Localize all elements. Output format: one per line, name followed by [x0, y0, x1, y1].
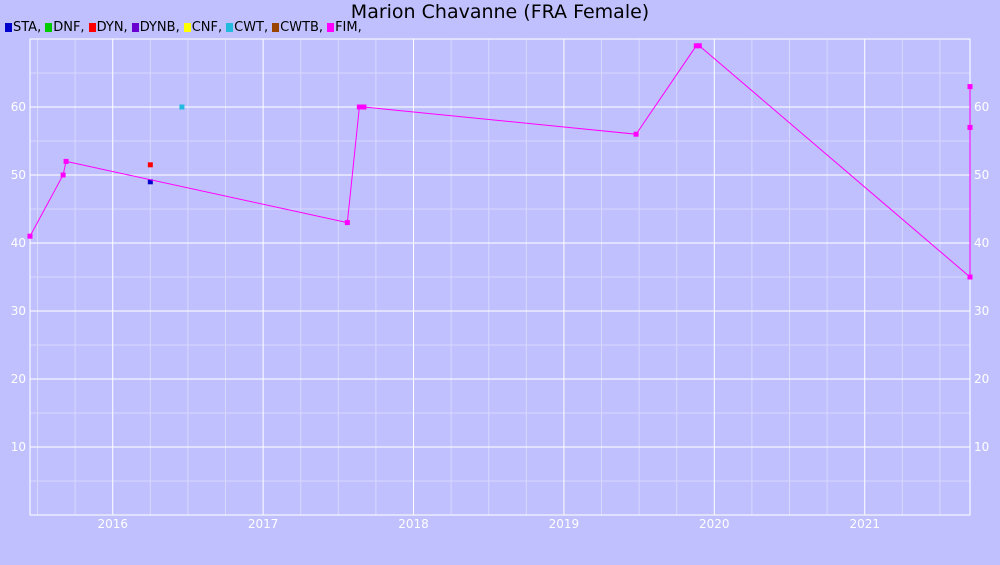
x-tick-label: 2017 [248, 517, 279, 531]
fim-point [967, 84, 973, 90]
legend-swatch [45, 23, 53, 32]
legend-label: CWT, [234, 20, 269, 35]
legend-item: CWT, [226, 20, 268, 35]
y-tick-label-right: 50 [974, 168, 989, 182]
fim-point [633, 131, 639, 137]
legend-swatch [131, 23, 139, 32]
x-tick-label: 2020 [699, 517, 730, 531]
fim-point [967, 124, 973, 130]
legend-item: DNF, [45, 20, 85, 35]
legend-item: CWTB, [272, 20, 323, 35]
legend-item: FIM, [327, 20, 362, 35]
legend-item: DYNB, [131, 20, 180, 35]
dyn-point [147, 162, 153, 168]
fim-series-line [29, 45, 971, 279]
fim-point [356, 104, 362, 110]
y-tick-label-left: 30 [11, 304, 26, 318]
y-tick-label-right: 40 [974, 236, 989, 250]
y-tick-label-right: 10 [974, 440, 989, 454]
y-tick-label-left: 20 [11, 372, 26, 386]
chart-title: Marion Chavanne (FRA Female) [350, 1, 650, 23]
x-tick-label: 2021 [849, 517, 880, 531]
fim-point [967, 274, 973, 280]
y-tick-label-right: 20 [974, 372, 989, 386]
legend-swatch [226, 23, 234, 32]
legend-label: DYN, [96, 20, 128, 35]
legend-label: FIM, [335, 20, 362, 35]
x-tick-label: 2018 [398, 517, 429, 531]
legend-label: CNF, [191, 20, 223, 35]
legend-label: STA, [13, 20, 42, 35]
legend-item: DYN, [88, 20, 128, 35]
y-tick-label-left: 50 [11, 168, 26, 182]
fim-point [696, 43, 702, 49]
y-tick-label-right: 30 [974, 304, 989, 318]
x-tick-label: 2019 [549, 517, 580, 531]
fim-point [27, 233, 33, 239]
x-tick-label: 2016 [97, 517, 128, 531]
fim-point [693, 43, 699, 49]
fim-point [63, 158, 69, 164]
legend-label: DNF, [53, 20, 85, 35]
fim-point [344, 220, 350, 226]
y-tick-label-right: 60 [974, 100, 989, 114]
legend-swatch [327, 23, 335, 32]
fim-point [60, 172, 66, 178]
sta-point [147, 179, 153, 185]
y-tick-label-left: 60 [11, 100, 26, 114]
legend-swatch [272, 23, 280, 32]
legend-swatch [5, 23, 12, 32]
legend-swatch [88, 23, 96, 32]
legend: STA, DNF, DYN, DYNB, CNF, CWT, CWTB, FIM, [5, 20, 366, 35]
legend-label: DYNB, [139, 20, 180, 35]
legend-swatch [183, 23, 191, 32]
legend-item: CNF, [183, 20, 223, 35]
legend-item: STA, [5, 20, 41, 35]
legend-label: CWTB, [280, 20, 324, 35]
y-tick-label-left: 40 [11, 236, 26, 250]
cwt-point [179, 104, 185, 110]
fim-point [361, 104, 367, 110]
y-tick-label-left: 10 [11, 440, 26, 454]
